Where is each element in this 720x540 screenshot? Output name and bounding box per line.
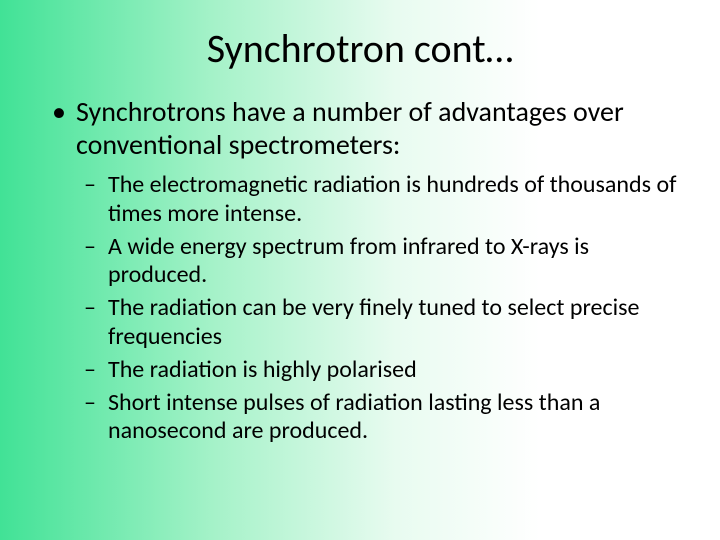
bullet-text: The electromagnetic radiation is hundred… [108, 170, 676, 228]
slide-title: Synchrotron cont… [40, 24, 680, 73]
list-item: Synchrotrons have a number of advantages… [50, 95, 680, 161]
bullet-text: A wide energy spectrum from infrared to … [108, 232, 589, 290]
bullet-list-level1: Synchrotrons have a number of advantages… [50, 95, 680, 161]
list-item: Short intense pulses of radiation lastin… [84, 389, 680, 447]
bullet-text: The radiation is highly polarised [108, 355, 417, 384]
list-item: The electromagnetic radiation is hundred… [84, 171, 680, 229]
bullet-text: The radiation can be very finely tuned t… [108, 293, 639, 351]
bullet-text: Short intense pulses of radiation lastin… [108, 388, 600, 446]
bullet-text: Synchrotrons have a number of advantages… [76, 94, 624, 162]
list-item: The radiation can be very finely tuned t… [84, 294, 680, 352]
list-item: The radiation is highly polarised [84, 356, 680, 385]
list-item: A wide energy spectrum from infrared to … [84, 233, 680, 291]
slide: Synchrotron cont… Synchrotrons have a nu… [0, 0, 720, 540]
bullet-list-level2: The electromagnetic radiation is hundred… [84, 171, 680, 446]
